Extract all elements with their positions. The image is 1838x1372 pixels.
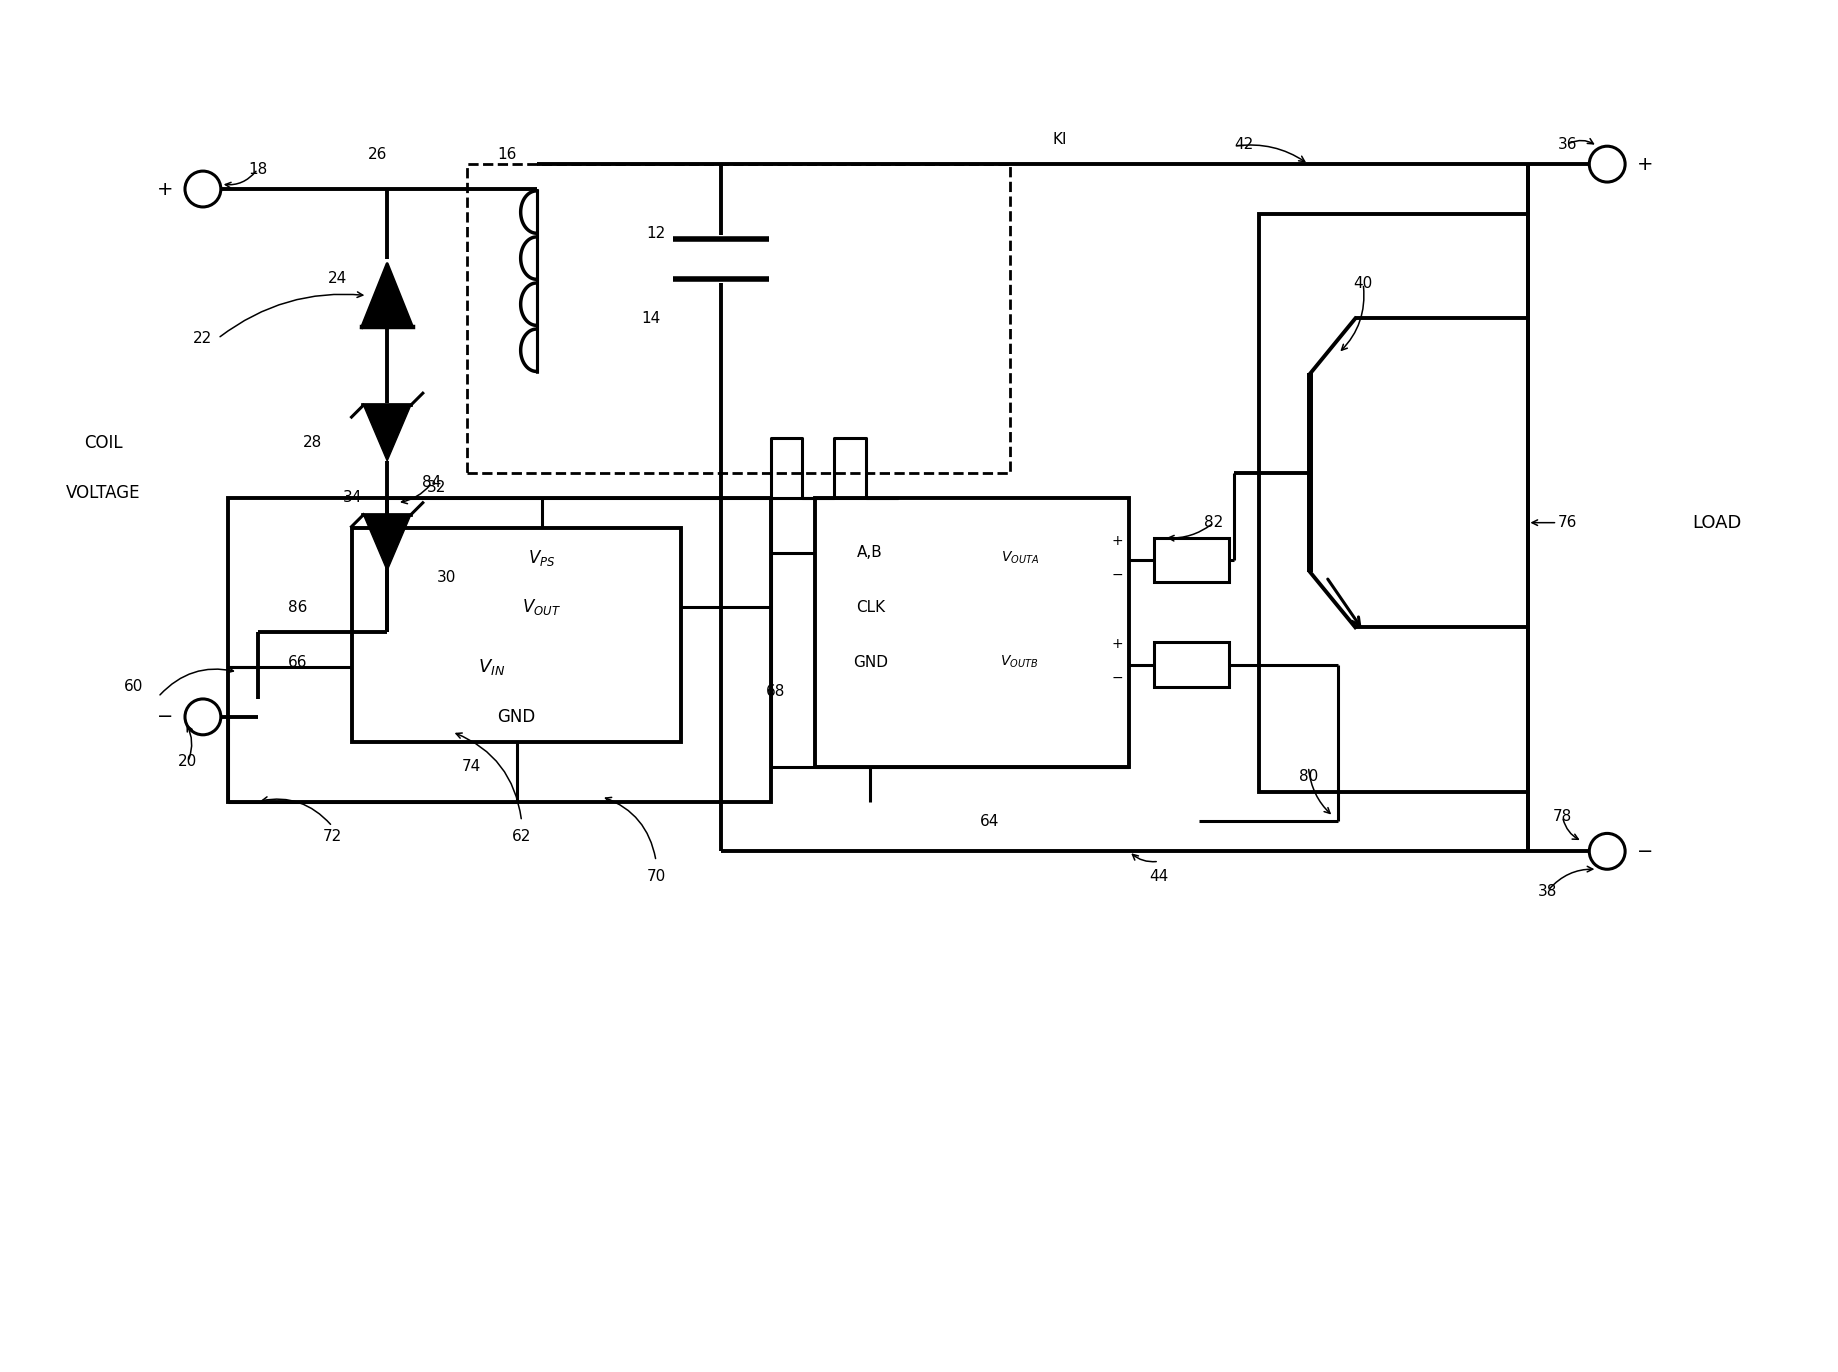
Text: +: + (156, 180, 173, 199)
Bar (816, 498, 1129, 767)
Text: +: + (1638, 155, 1654, 174)
Text: 70: 70 (647, 868, 665, 884)
Text: KI: KI (1051, 132, 1066, 147)
Bar (353, 528, 680, 742)
Polygon shape (362, 263, 414, 328)
Text: A,B: A,B (857, 545, 882, 560)
Text: −: − (156, 708, 173, 726)
Text: LOAD: LOAD (1693, 513, 1741, 532)
Text: 38: 38 (1538, 884, 1557, 899)
Text: 16: 16 (496, 147, 516, 162)
Text: 62: 62 (513, 829, 531, 844)
Text: VOLTAGE: VOLTAGE (66, 484, 140, 502)
Text: 30: 30 (437, 569, 456, 584)
Bar (228, 498, 770, 801)
Text: 42: 42 (1233, 137, 1254, 152)
Text: 34: 34 (342, 490, 362, 505)
Text: $V_{OUTB}$: $V_{OUTB}$ (1000, 654, 1038, 671)
Text: −: − (1112, 671, 1123, 685)
Text: 44: 44 (1149, 868, 1169, 884)
Text: 86: 86 (289, 600, 307, 615)
Text: 84: 84 (423, 475, 441, 490)
Text: 76: 76 (1557, 514, 1577, 530)
Text: $V_{PS}$: $V_{PS}$ (528, 547, 555, 568)
Text: CLK: CLK (857, 600, 884, 615)
Bar (1154, 538, 1230, 583)
Text: $V_{OUT}$: $V_{OUT}$ (522, 597, 561, 617)
Text: +: + (1112, 534, 1123, 547)
Text: 40: 40 (1353, 276, 1373, 291)
Text: 36: 36 (1557, 137, 1577, 152)
Text: 60: 60 (123, 679, 143, 694)
Text: 28: 28 (303, 435, 322, 450)
Text: 64: 64 (980, 814, 1000, 829)
Text: +: + (1112, 637, 1123, 652)
Text: $V_{IN}$: $V_{IN}$ (478, 657, 505, 676)
Text: $V_{OUTA}$: $V_{OUTA}$ (1000, 549, 1038, 565)
Text: 26: 26 (368, 147, 386, 162)
Polygon shape (364, 405, 412, 461)
Text: 32: 32 (426, 480, 447, 495)
Text: 12: 12 (647, 226, 665, 241)
Text: 74: 74 (461, 759, 482, 774)
Bar (1154, 642, 1230, 687)
Text: 80: 80 (1299, 770, 1318, 785)
Text: 72: 72 (323, 829, 342, 844)
Text: GND: GND (853, 654, 888, 670)
Text: −: − (1638, 842, 1652, 860)
Bar (1259, 214, 1527, 792)
Text: 78: 78 (1553, 809, 1571, 825)
Text: 66: 66 (289, 654, 307, 670)
Text: 22: 22 (193, 331, 213, 346)
Text: 20: 20 (178, 755, 199, 770)
Text: 24: 24 (327, 272, 347, 287)
Bar (467, 165, 1009, 473)
Text: −: − (1112, 568, 1123, 582)
Text: 68: 68 (766, 685, 785, 700)
Text: COIL: COIL (85, 434, 123, 451)
Text: 14: 14 (641, 311, 660, 327)
Text: 18: 18 (248, 162, 267, 177)
Text: 82: 82 (1204, 514, 1224, 530)
Polygon shape (364, 514, 412, 571)
Text: GND: GND (498, 708, 535, 726)
